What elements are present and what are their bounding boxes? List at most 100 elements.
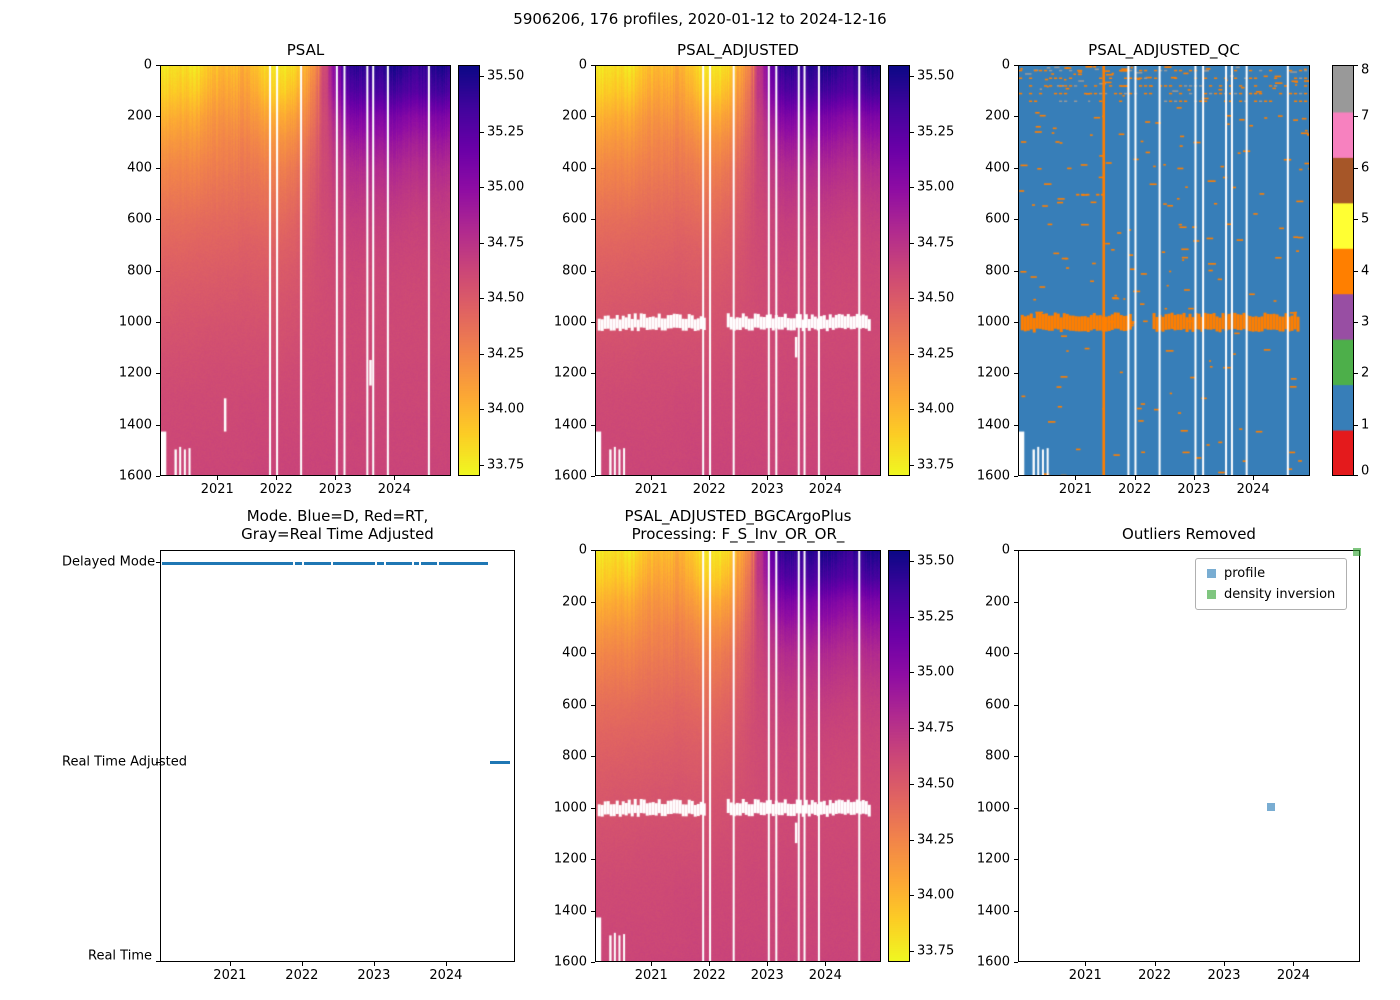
colorbar-tick-mark bbox=[1354, 321, 1358, 323]
colorbar-tick-mark bbox=[480, 242, 484, 244]
x-tick-mark bbox=[651, 476, 653, 480]
colorbar-tick-label: 34.25 bbox=[917, 832, 955, 847]
x-tick-label: 2023 bbox=[750, 968, 784, 983]
y-tick-label: 600 bbox=[127, 211, 152, 227]
y-tick-label: 400 bbox=[985, 160, 1010, 176]
x-tick-mark bbox=[229, 962, 231, 966]
colorbar-tick-label: 34.50 bbox=[917, 776, 955, 792]
y-tick-mark bbox=[1014, 756, 1018, 757]
y-tick-label: 0 bbox=[143, 57, 152, 73]
x-tick-label: 2023 bbox=[1207, 968, 1241, 983]
qc-colorbar-tick-label: 0 bbox=[1361, 463, 1370, 479]
colorbar-tick-label: 35.25 bbox=[917, 609, 955, 625]
qc-colorbar-tick-label: 5 bbox=[1361, 211, 1370, 227]
colorbar-tick-mark bbox=[910, 131, 914, 133]
x-tick-mark bbox=[709, 476, 711, 480]
x-tick-mark bbox=[1293, 962, 1295, 966]
colorbar-tick-mark bbox=[1354, 116, 1358, 118]
mode-y-tick-label: Real Time bbox=[88, 948, 152, 964]
y-tick-label: 1600 bbox=[976, 954, 1010, 970]
y-tick-label: 0 bbox=[1001, 542, 1010, 558]
qc-colorbar-tick-label: 6 bbox=[1361, 160, 1370, 176]
y-tick-mark bbox=[1014, 807, 1018, 809]
y-tick-mark bbox=[591, 704, 595, 706]
psal-heatmap-axes bbox=[160, 65, 451, 476]
x-tick-label: 2022 bbox=[692, 968, 726, 983]
x-tick-label: 2024 bbox=[1276, 968, 1310, 983]
y-tick-mark bbox=[156, 270, 160, 272]
x-tick-label: 2023 bbox=[357, 968, 391, 983]
y-tick-mark bbox=[1014, 116, 1018, 118]
y-tick-label: 600 bbox=[985, 697, 1010, 712]
colorbar-tick-mark bbox=[910, 561, 914, 563]
qc-colorbar-tick-label: 4 bbox=[1361, 263, 1370, 278]
y-tick-label: 1000 bbox=[976, 314, 1010, 330]
x-tick-label: 2021 bbox=[213, 968, 247, 983]
colorbar-tick-label: 35.25 bbox=[917, 124, 955, 140]
y-tick-mark bbox=[1014, 321, 1018, 323]
x-tick-mark bbox=[1085, 962, 1087, 966]
y-tick-mark bbox=[591, 373, 595, 375]
y-tick-label: 800 bbox=[562, 748, 587, 764]
x-tick-mark bbox=[767, 476, 769, 480]
x-tick-mark bbox=[651, 962, 653, 966]
colorbar-tick-label: 35.50 bbox=[917, 68, 955, 84]
colorbar-tick-label: 34.00 bbox=[487, 401, 525, 417]
x-tick-label: 2021 bbox=[1058, 482, 1092, 497]
y-tick-mark bbox=[1014, 167, 1018, 169]
y-tick-mark bbox=[591, 116, 595, 118]
mode-line-gap bbox=[384, 560, 387, 566]
mode-line-delayed-mode bbox=[162, 561, 489, 565]
bgc-heatmap-axes bbox=[595, 550, 881, 962]
y-tick-label: 1000 bbox=[553, 800, 587, 815]
y-tick-label: 800 bbox=[562, 263, 587, 278]
psal-adjusted-colorbar bbox=[888, 65, 910, 476]
y-tick-label: 1600 bbox=[553, 954, 587, 970]
y-tick-label: 400 bbox=[562, 160, 587, 176]
colorbar-tick-label: 34.75 bbox=[917, 235, 955, 251]
colorbar-tick-mark bbox=[910, 298, 914, 300]
y-tick-mark bbox=[591, 321, 595, 323]
bgc-colorbar bbox=[888, 550, 910, 962]
colorbar-tick-mark bbox=[480, 353, 484, 355]
x-tick-mark bbox=[445, 962, 447, 966]
colorbar-tick-label: 35.25 bbox=[487, 124, 525, 140]
y-tick-label: 1600 bbox=[553, 468, 587, 484]
colorbar-tick-label: 35.50 bbox=[487, 68, 525, 84]
mode-line-gap bbox=[374, 560, 377, 566]
mode-title-line2: Gray=Real Time Adjusted bbox=[241, 525, 434, 543]
y-tick-mark bbox=[591, 167, 595, 169]
colorbar-tick-mark bbox=[1354, 424, 1358, 426]
x-tick-label: 2022 bbox=[692, 482, 726, 497]
mode-line-gap bbox=[293, 560, 296, 566]
colorbar-tick-label: 35.50 bbox=[917, 553, 955, 569]
bgc-title-line2: Processing: F_S_Inv_OR_OR_ bbox=[631, 525, 845, 543]
colorbar-tick-label: 34.25 bbox=[487, 346, 525, 362]
colorbar-tick-mark bbox=[910, 950, 914, 952]
colorbar-tick-label: 34.00 bbox=[917, 401, 955, 417]
x-tick-mark bbox=[1193, 476, 1195, 480]
y-tick-label: 1400 bbox=[118, 417, 152, 433]
qc-colorbar-tick-label: 2 bbox=[1361, 365, 1370, 381]
x-tick-mark bbox=[1075, 476, 1077, 480]
x-tick-mark bbox=[1134, 476, 1136, 480]
y-tick-label: 200 bbox=[562, 108, 587, 124]
colorbar-tick-mark bbox=[480, 464, 484, 466]
qc-colorbar-tick-label: 7 bbox=[1361, 108, 1370, 124]
profile-marker bbox=[1266, 803, 1275, 812]
x-tick-label: 2022 bbox=[1118, 482, 1152, 497]
x-tick-label: 2022 bbox=[285, 968, 319, 983]
y-tick-label: 1200 bbox=[553, 365, 587, 381]
qc-colorbar bbox=[1332, 65, 1354, 476]
colorbar-tick-mark bbox=[480, 187, 484, 189]
colorbar-tick-mark bbox=[910, 728, 914, 730]
y-tick-label: 1200 bbox=[553, 851, 587, 867]
colorbar-tick-mark bbox=[480, 76, 484, 78]
y-tick-mark bbox=[1014, 65, 1018, 66]
x-tick-mark bbox=[373, 962, 375, 966]
colorbar-tick-mark bbox=[910, 76, 914, 78]
qc-colorbar-tick-label: 1 bbox=[1361, 417, 1370, 433]
y-tick-mark bbox=[156, 321, 160, 323]
x-tick-label: 2022 bbox=[259, 482, 293, 497]
y-tick-label: 600 bbox=[562, 697, 587, 712]
